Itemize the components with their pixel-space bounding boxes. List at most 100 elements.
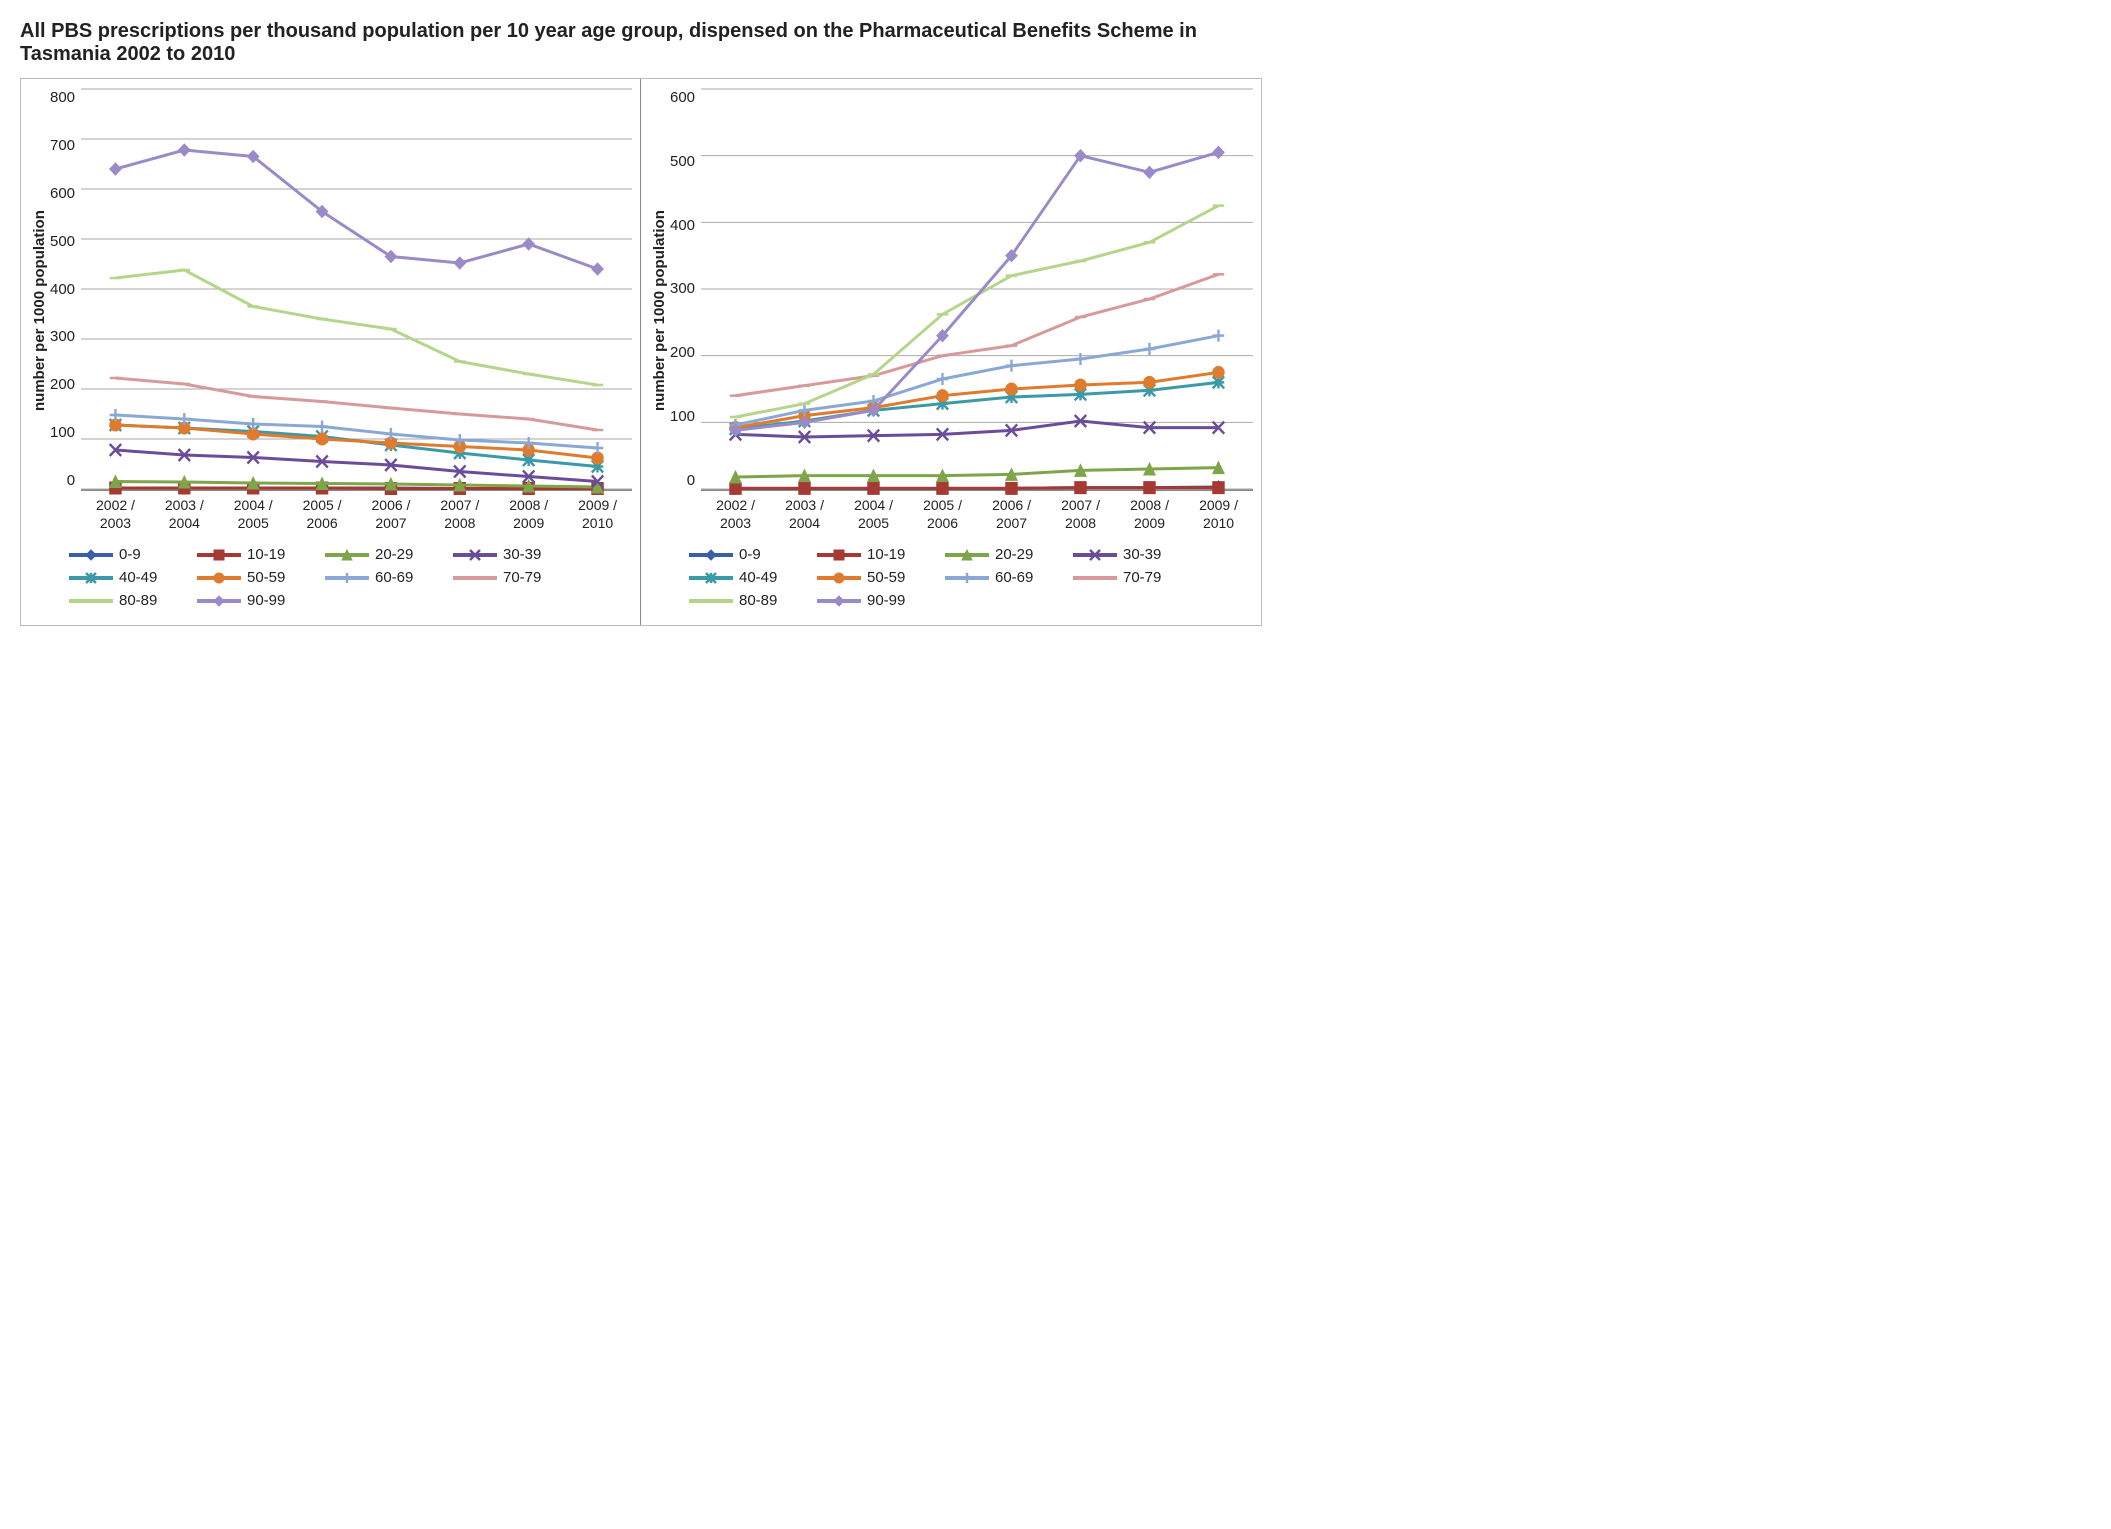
legend-label: 70-79 — [1123, 569, 1161, 586]
panel-left: number per 1000 population 8007006005004… — [21, 79, 641, 625]
legend-item: 30-39 — [453, 546, 563, 563]
legend-label: 50-59 — [867, 569, 905, 586]
legend-label: 40-49 — [739, 569, 777, 586]
panel-right: number per 1000 population 600 500 400 300 2… — [641, 79, 1261, 625]
legend-label: 30-39 — [1123, 546, 1161, 563]
legend-swatch-icon — [325, 548, 369, 562]
legend-item: 40-49 — [689, 569, 799, 586]
chart-title: All PBS prescriptions per thousand popul… — [20, 20, 1260, 66]
x-tick: 2009 /2010 — [563, 497, 632, 532]
legend-item: 30-39 — [1073, 546, 1183, 563]
legend-swatch-icon — [197, 594, 241, 608]
y-tick: 100 — [670, 408, 695, 425]
legend-label: 90-99 — [867, 592, 905, 609]
legend-swatch-icon — [817, 548, 861, 562]
y-tick: 400 — [670, 217, 695, 234]
legend-label: 60-69 — [375, 569, 413, 586]
legend-swatch-icon — [453, 571, 497, 585]
legend-swatch-icon — [1073, 571, 1117, 585]
x-tick: 2007 /2008 — [1046, 497, 1115, 532]
legend-item: 90-99 — [817, 592, 927, 609]
legend-label: 80-89 — [119, 592, 157, 609]
legend-label: 60-69 — [995, 569, 1033, 586]
y-tick: 300 — [50, 328, 75, 345]
x-tick: 2003 /2004 — [150, 497, 219, 532]
legend-item: 20-29 — [325, 546, 435, 563]
legend-item: 90-99 — [197, 592, 307, 609]
y-tick: 200 — [50, 376, 75, 393]
legend-item: 70-79 — [453, 569, 563, 586]
legend-item: 70-79 — [1073, 569, 1183, 586]
legend-label: 50-59 — [247, 569, 285, 586]
x-ticks-left: 2002 /20032003 /20042004 /20052005 /2006… — [81, 491, 632, 532]
plot-right — [701, 89, 1253, 491]
y-tick: 300 — [670, 280, 695, 297]
x-tick: 2002 /2003 — [81, 497, 150, 532]
x-tick: 2008 /2009 — [494, 497, 563, 532]
legend-label: 10-19 — [247, 546, 285, 563]
y-axis-label: number per 1000 population — [29, 89, 50, 532]
legend-swatch-icon — [945, 548, 989, 562]
legend-label: 10-19 — [867, 546, 905, 563]
legend-item: 10-19 — [817, 546, 927, 563]
legend-item: 80-89 — [689, 592, 799, 609]
legend-item: 60-69 — [945, 569, 1055, 586]
legend-swatch-icon — [1073, 548, 1117, 562]
plot-left — [81, 89, 632, 491]
legend-label: 80-89 — [739, 592, 777, 609]
legend-right: 0-9 10-19 20-29 30-39 40-49 50-59 60-69 70-79 80… — [649, 532, 1253, 613]
legend-swatch-icon — [689, 571, 733, 585]
legend-label: 40-49 — [119, 569, 157, 586]
x-tick: 2004 /2005 — [219, 497, 288, 532]
legend-left: 0-9 10-19 20-29 30-39 40-49 50-59 60-69 70-79 80… — [29, 532, 632, 613]
legend-label: 20-29 — [375, 546, 413, 563]
y-tick: 500 — [50, 233, 75, 250]
legend-swatch-icon — [689, 594, 733, 608]
y-tick: 800 — [50, 89, 75, 106]
legend-swatch-icon — [817, 571, 861, 585]
legend-item: 10-19 — [197, 546, 307, 563]
legend-swatch-icon — [689, 548, 733, 562]
y-ticks-right: 600 500 400 300 200 100 0 — [670, 89, 701, 489]
y-tick: 0 — [687, 472, 695, 489]
legend-item: 20-29 — [945, 546, 1055, 563]
x-tick: 2008 /2009 — [1115, 497, 1184, 532]
legend-swatch-icon — [945, 571, 989, 585]
legend-swatch-icon — [197, 571, 241, 585]
y-tick: 600 — [50, 185, 75, 202]
legend-label: 90-99 — [247, 592, 285, 609]
x-tick: 2003 /2004 — [770, 497, 839, 532]
legend-item: 0-9 — [689, 546, 799, 563]
x-tick: 2006 /2007 — [357, 497, 426, 532]
legend-label: 30-39 — [503, 546, 541, 563]
x-tick: 2005 /2006 — [908, 497, 977, 532]
legend-swatch-icon — [69, 594, 113, 608]
legend-item: 80-89 — [69, 592, 179, 609]
y-tick: 600 — [670, 89, 695, 106]
x-ticks-right: 2002 /20032003 /20042004 /20052005 /2006… — [701, 491, 1253, 532]
legend-label: 0-9 — [739, 546, 761, 563]
legend-label: 20-29 — [995, 546, 1033, 563]
y-axis-label: number per 1000 population — [649, 89, 670, 532]
legend-item: 60-69 — [325, 569, 435, 586]
x-tick: 2002 /2003 — [701, 497, 770, 532]
legend-swatch-icon — [197, 548, 241, 562]
legend-item: 50-59 — [197, 569, 307, 586]
y-tick: 500 — [670, 153, 695, 170]
legend-item: 40-49 — [69, 569, 179, 586]
x-tick: 2006 /2007 — [977, 497, 1046, 532]
y-tick: 100 — [50, 424, 75, 441]
legend-label: 70-79 — [503, 569, 541, 586]
legend-swatch-icon — [69, 571, 113, 585]
legend-swatch-icon — [817, 594, 861, 608]
y-tick: 0 — [67, 472, 75, 489]
y-tick: 400 — [50, 281, 75, 298]
legend-label: 0-9 — [119, 546, 141, 563]
x-tick: 2007 /2008 — [425, 497, 494, 532]
legend-swatch-icon — [325, 571, 369, 585]
legend-item: 50-59 — [817, 569, 927, 586]
legend-swatch-icon — [69, 548, 113, 562]
legend-item: 0-9 — [69, 546, 179, 563]
y-ticks-left: 8007006005004003002001000 — [50, 89, 81, 489]
y-tick: 200 — [670, 344, 695, 361]
